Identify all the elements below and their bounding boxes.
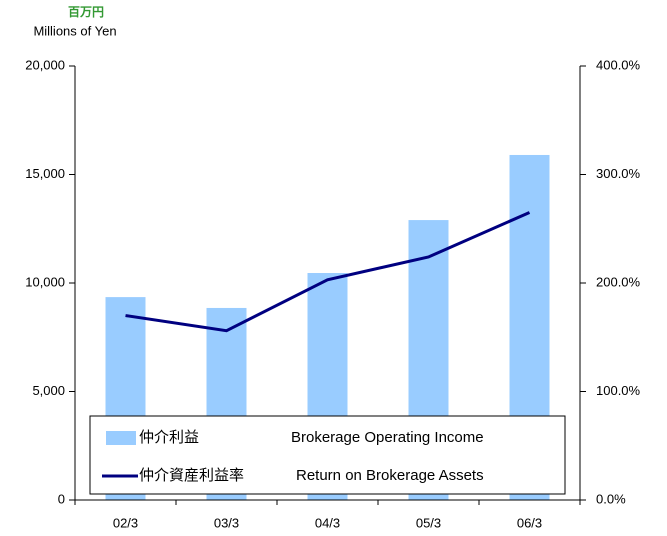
x-tick-label: 05/3: [416, 515, 441, 530]
unit-label: Millions of Yen: [33, 23, 116, 38]
legend-description: Brokerage Operating Income: [291, 429, 484, 446]
x-tick-label: 03/3: [214, 515, 239, 530]
legend-box: [89, 415, 566, 495]
legend-description: Return on Brokerage Assets: [296, 467, 484, 484]
y2-tick-label: 200.0%: [596, 274, 641, 289]
y-tick-label: 0: [58, 491, 65, 506]
y-tick-label: 5,000: [32, 383, 65, 398]
legend-label: 仲介利益: [139, 429, 199, 446]
y-tick-label: 15,000: [25, 166, 65, 181]
y2-tick-label: 400.0%: [596, 57, 641, 72]
y2-tick-label: 100.0%: [596, 383, 641, 398]
legend-label: 仲介資産利益率: [139, 467, 244, 484]
line: [125, 211, 531, 333]
y-tick-label: 10,000: [25, 274, 65, 289]
x-tick-label: 02/3: [113, 515, 138, 530]
x-tick-label: 04/3: [315, 515, 340, 530]
x-tick-label: 06/3: [517, 515, 542, 530]
legend-swatch: [106, 431, 136, 445]
y2-tick-label: 0.0%: [596, 491, 626, 506]
unit-label-ja: 百万円: [68, 5, 104, 19]
y2-tick-label: 300.0%: [596, 166, 641, 181]
y-tick-label: 20,000: [25, 57, 65, 72]
